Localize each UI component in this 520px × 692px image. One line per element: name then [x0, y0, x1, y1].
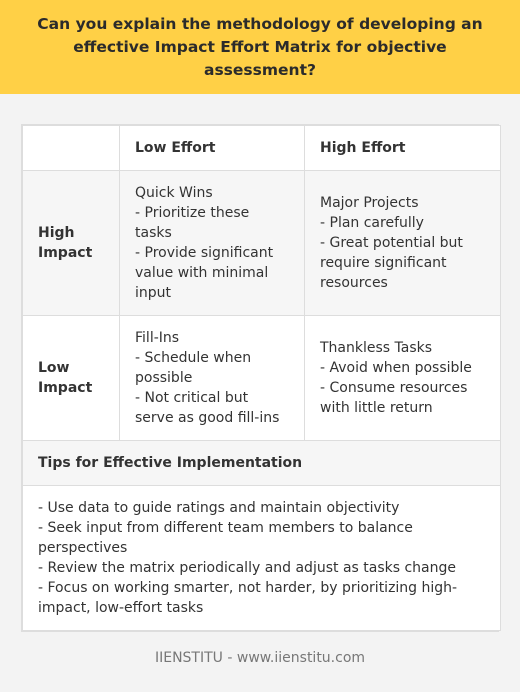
cell-thankless-tasks: Thankless Tasks - Avoid when possible - …	[304, 315, 501, 441]
table-row: High Impact Quick Wins - Prioritize thes…	[22, 170, 501, 316]
tips-title: Tips for Effective Implementation	[22, 440, 501, 486]
title-banner: Can you explain the methodology of devel…	[0, 0, 520, 94]
cell-major-projects: Major Projects - Plan carefully - Great …	[304, 170, 501, 316]
header-row: Low Effort High Effort	[22, 125, 501, 171]
corner-cell	[22, 125, 120, 171]
column-header-high-effort: High Effort	[304, 125, 501, 171]
tips-body-row: - Use data to guide ratings and maintain…	[22, 485, 501, 631]
impact-effort-matrix: Low Effort High Effort High Impact Quick…	[21, 124, 501, 632]
footer-credit: IIENSTITU - www.iienstitu.com	[154, 650, 366, 666]
tips-header-row: Tips for Effective Implementation	[22, 440, 501, 486]
matrix-table: Low Effort High Effort High Impact Quick…	[22, 125, 501, 631]
tips-list: - Use data to guide ratings and maintain…	[22, 485, 501, 631]
cell-quick-wins: Quick Wins - Prioritize these tasks - Pr…	[119, 170, 305, 316]
row-header-low-impact: Low Impact	[22, 315, 120, 441]
column-header-low-effort: Low Effort	[119, 125, 305, 171]
page-title: Can you explain the methodology of devel…	[37, 14, 483, 79]
cell-fill-ins: Fill-Ins - Schedule when possible - Not …	[119, 315, 305, 441]
row-header-high-impact: High Impact	[22, 170, 120, 316]
table-row: Low Impact Fill-Ins - Schedule when poss…	[22, 315, 501, 441]
